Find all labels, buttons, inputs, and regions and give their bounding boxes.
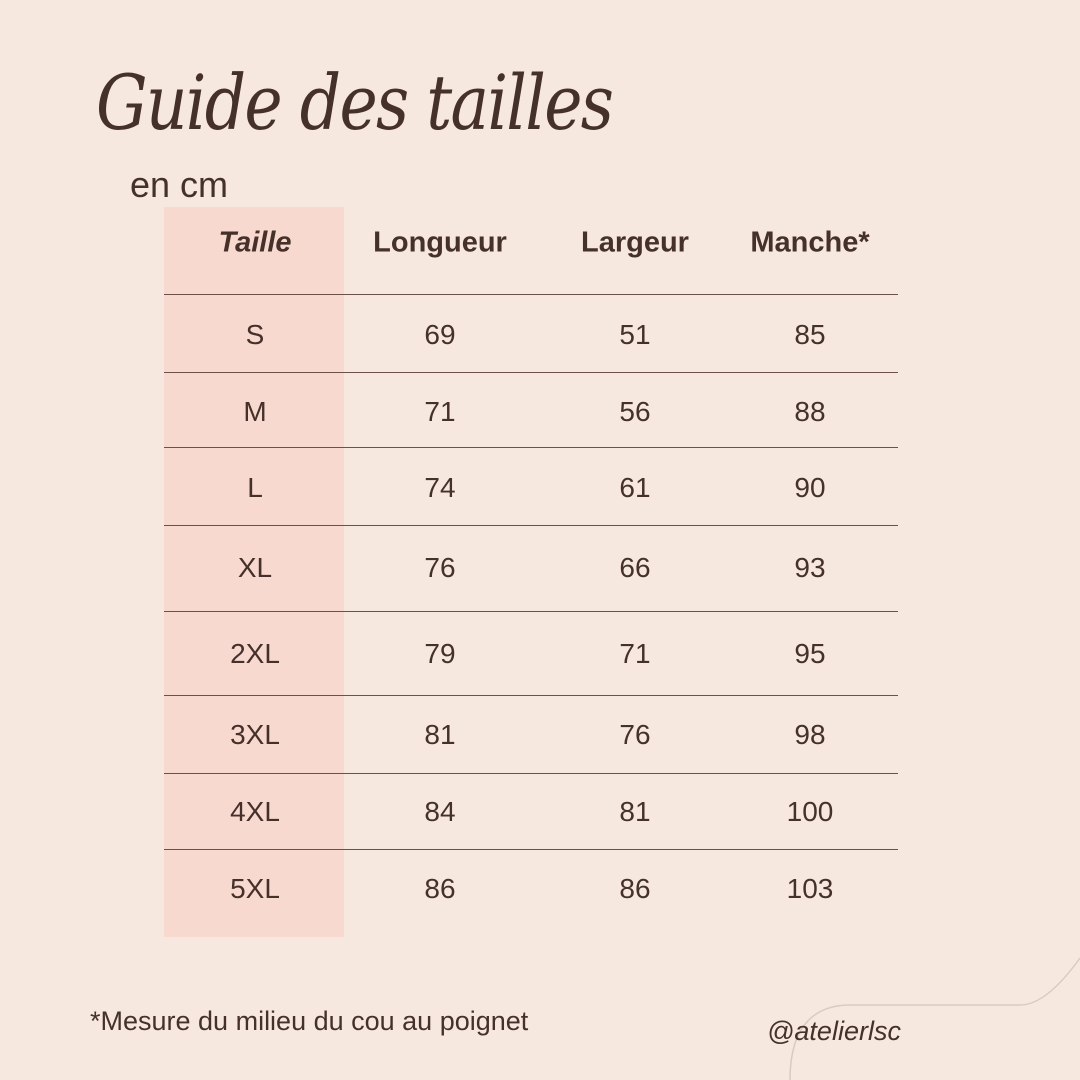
size-label: S (245, 319, 265, 350)
size-label: L (247, 472, 263, 503)
size-label: 4XL (230, 796, 280, 827)
size-label: 2XL (230, 638, 280, 669)
measurement-cell: 88 (794, 396, 826, 427)
column-header: Taille (218, 226, 292, 259)
measurement-cell: 69 (424, 319, 456, 350)
page-title: Guide des tailles (96, 58, 614, 147)
subtitle: en cm (130, 164, 229, 205)
measurement-cell: 93 (794, 552, 826, 583)
measurement-cell: 81 (424, 719, 456, 750)
measurement-cell: 90 (794, 472, 826, 503)
footnote: *Mesure du milieu du cou au poignet (90, 1006, 529, 1036)
measurement-cell: 74 (424, 472, 456, 503)
column-header: Manche* (750, 226, 870, 259)
measurement-cell: 86 (619, 873, 651, 904)
measurement-cell: 51 (619, 319, 651, 350)
measurement-cell: 85 (794, 319, 826, 350)
row-divider (164, 695, 898, 696)
measurement-cell: 71 (424, 396, 456, 427)
measurement-cell: 103 (786, 873, 834, 904)
measurement-cell: 95 (794, 638, 826, 669)
measurement-cell: 76 (619, 719, 651, 750)
size-label: 3XL (230, 719, 280, 750)
column-header: Largeur (581, 226, 689, 259)
measurement-cell: 66 (619, 552, 651, 583)
size-column-highlight (164, 207, 344, 937)
row-divider (164, 611, 898, 612)
measurement-cell: 100 (786, 796, 834, 827)
row-divider (164, 372, 898, 373)
row-divider (164, 525, 898, 526)
measurement-cell: 79 (424, 638, 456, 669)
measurement-cell: 56 (619, 396, 651, 427)
measurement-cell: 61 (619, 472, 651, 503)
row-divider (164, 773, 898, 774)
measurement-cell: 98 (794, 719, 826, 750)
social-handle: @atelierlsc (767, 1016, 901, 1046)
column-header: Longueur (373, 226, 507, 259)
measurement-cell: 86 (424, 873, 456, 904)
size-label: 5XL (230, 873, 280, 904)
size-label: XL (237, 552, 273, 583)
size-label: M (243, 396, 267, 427)
measurement-cell: 81 (619, 796, 651, 827)
measurement-cell: 84 (424, 796, 456, 827)
row-divider (164, 447, 898, 448)
measurement-cell: 76 (424, 552, 456, 583)
measurement-cell: 71 (619, 638, 651, 669)
row-divider (164, 849, 898, 850)
row-divider (164, 294, 898, 295)
